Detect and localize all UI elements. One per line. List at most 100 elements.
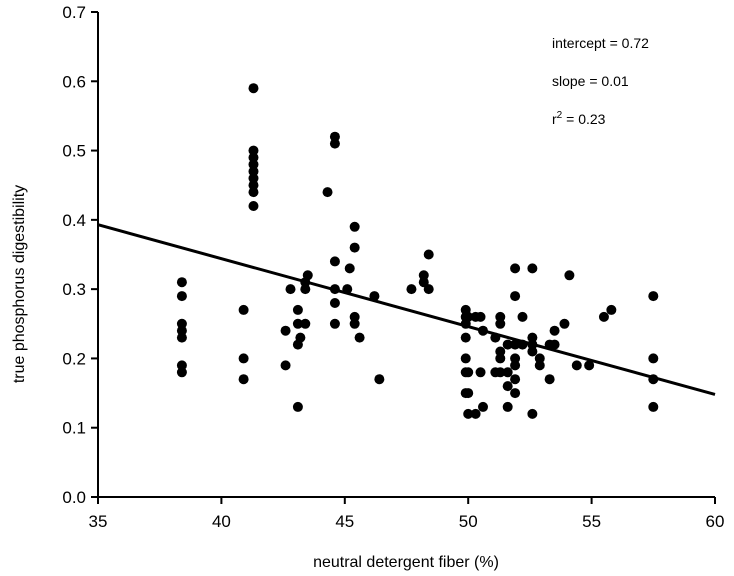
data-point (329, 256, 340, 267)
data-point (248, 152, 259, 163)
data-point (349, 311, 360, 322)
data-point (354, 332, 365, 343)
data-point (463, 311, 474, 322)
data-point (510, 263, 521, 274)
regression-line (97, 223, 716, 396)
data-point (549, 325, 560, 336)
x-axis-title: neutral detergent fiber (%) (313, 554, 499, 571)
data-point (495, 353, 506, 364)
data-point (559, 318, 570, 329)
data-point (648, 291, 659, 302)
intercept-annotation: intercept = 0.72 (552, 35, 649, 51)
y-tick-label: 0.3 (62, 280, 86, 299)
data-point (292, 401, 303, 412)
data-point (295, 332, 306, 343)
data-point (463, 367, 474, 378)
data-point (300, 284, 311, 295)
data-point (606, 304, 617, 315)
data-point (648, 401, 659, 412)
x-tick-label: 35 (89, 512, 108, 531)
data-point (418, 270, 429, 281)
y-tick-label: 0.7 (62, 3, 86, 22)
data-point (248, 173, 259, 184)
data-point (463, 388, 474, 399)
data-point (564, 270, 575, 281)
data-point (527, 263, 538, 274)
data-point (423, 249, 434, 260)
data-point (527, 408, 538, 419)
data-point (502, 367, 513, 378)
data-point (598, 311, 609, 322)
axes: 0.0 0.1 0.2 0.3 0.4 0.5 0.6 0.7 35 40 45 50 55 60 (62, 3, 724, 531)
annotations: intercept = 0.72 slope = 0.01 r2 = 0.23 (552, 35, 649, 127)
data-point (495, 318, 506, 329)
data-point (248, 201, 259, 211)
data-point (248, 166, 259, 177)
data-point (502, 339, 513, 350)
data-point (285, 284, 296, 295)
x-tick-label: 40 (212, 512, 231, 531)
x-tick-label: 45 (335, 512, 354, 531)
data-point (460, 353, 471, 364)
data-point (584, 360, 595, 371)
data-point (406, 284, 417, 295)
data-point (248, 145, 259, 156)
data-point (238, 353, 249, 364)
data-point (527, 332, 538, 343)
y-tick-label: 0.0 (62, 488, 86, 507)
y-axis-title: true phosphorus digestibility (11, 185, 28, 383)
data-point (176, 367, 187, 378)
data-point (510, 339, 521, 350)
data-point (248, 83, 259, 94)
data-point (280, 325, 291, 336)
data-point (176, 277, 187, 288)
data-point (176, 360, 187, 371)
data-point (510, 388, 521, 399)
data-point (292, 318, 303, 329)
data-point (534, 360, 545, 371)
data-point (510, 291, 521, 302)
data-point (329, 298, 340, 308)
data-point (349, 221, 360, 232)
x-tick-label: 50 (459, 512, 478, 531)
data-point (534, 353, 545, 364)
data-point (349, 318, 360, 329)
data-point (648, 353, 659, 364)
data-point (510, 353, 521, 364)
y-tick-label: 0.1 (62, 419, 86, 438)
r-squared-prefix: r (552, 111, 557, 127)
data-point (176, 325, 187, 336)
data-point (510, 374, 521, 385)
data-point (374, 374, 385, 385)
data-point (549, 339, 560, 350)
data-point (176, 291, 187, 302)
data-point (517, 311, 528, 322)
data-point (248, 159, 259, 170)
data-point (349, 242, 360, 253)
data-point (300, 318, 311, 329)
data-point (248, 187, 259, 198)
data-point (478, 401, 489, 412)
data-point (460, 332, 471, 343)
data-point (495, 367, 506, 378)
data-point (502, 401, 513, 412)
data-point (571, 360, 582, 371)
r-squared-annotation: r2 = 0.23 (552, 110, 606, 127)
data-point (238, 304, 249, 315)
data-point (463, 408, 474, 419)
y-tick-label: 0.6 (62, 72, 86, 91)
data-point (329, 138, 340, 149)
data-point (544, 374, 555, 385)
r-squared-suffix: = 0.23 (562, 111, 605, 127)
r-squared-superscript: 2 (557, 110, 563, 121)
data-point (527, 346, 538, 357)
data-point (344, 263, 355, 274)
data-point (475, 367, 486, 378)
data-point (238, 374, 249, 385)
data-point (280, 360, 291, 371)
x-tick-label: 55 (582, 512, 601, 531)
data-point (423, 284, 434, 295)
data-point (302, 270, 313, 281)
data-point (495, 346, 506, 357)
